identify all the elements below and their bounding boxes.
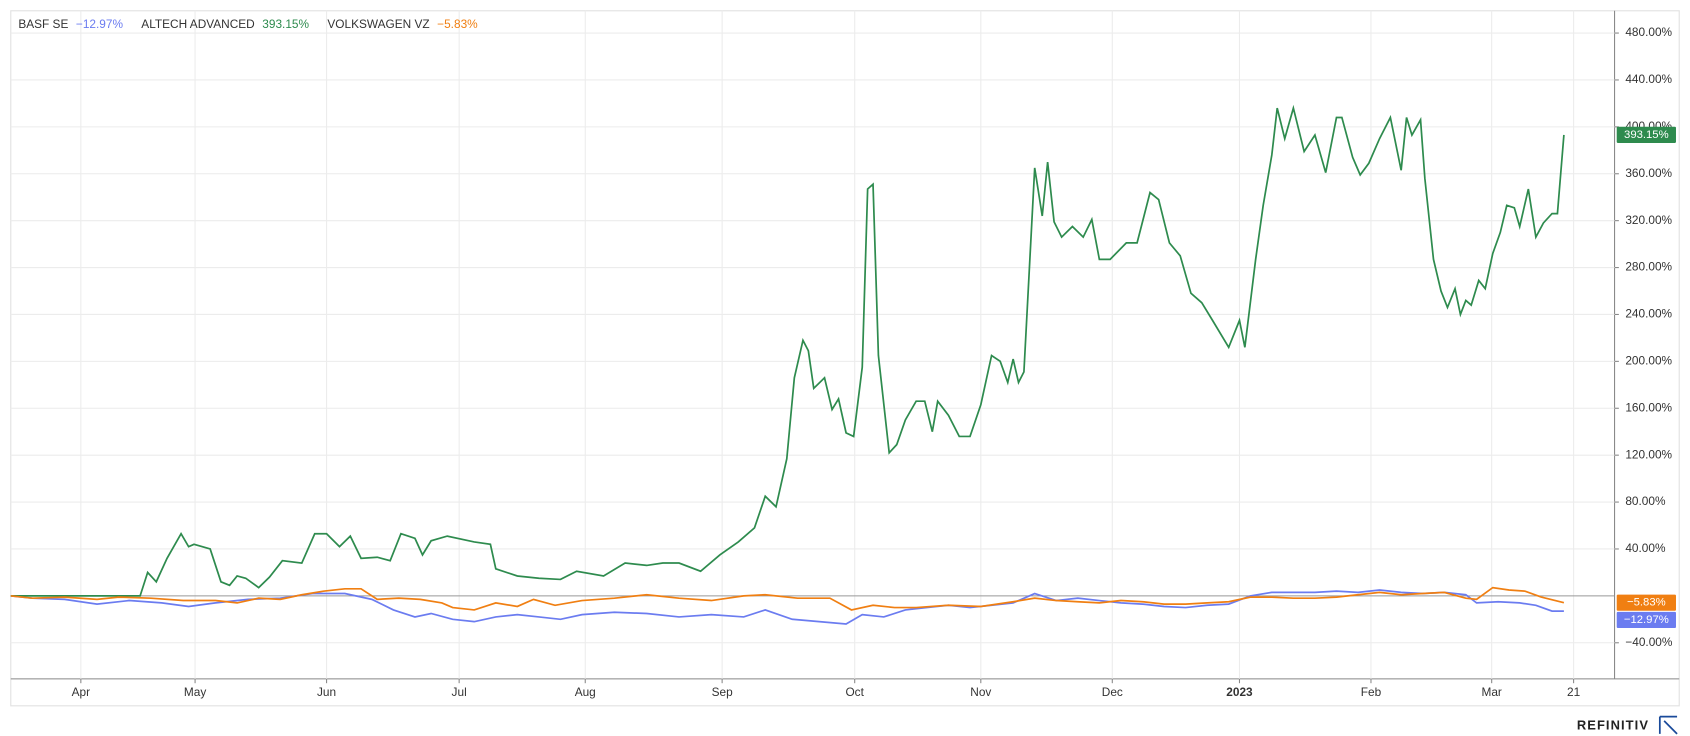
- x-tick-label: Dec: [1102, 685, 1123, 699]
- x-tick-label: 21: [1567, 685, 1581, 699]
- y-tick-label: −40.00%: [1625, 635, 1673, 649]
- y-tick-label: 320.00%: [1625, 213, 1672, 227]
- series-line: [10, 586, 1565, 611]
- x-tick-label: Jun: [317, 685, 336, 699]
- y-tick-label: 240.00%: [1625, 307, 1672, 321]
- x-tick-label: Apr: [72, 685, 90, 699]
- end-badge: [1616, 611, 1676, 629]
- y-tick-label: 480.00%: [1625, 25, 1672, 39]
- x-tick-label: Feb: [1361, 685, 1382, 699]
- footer-brand: REFINITIV: [1577, 718, 1649, 733]
- legend-value: −5.83%: [437, 17, 478, 31]
- legend-value: −12.97%: [76, 17, 124, 31]
- x-tick-label: May: [184, 685, 206, 699]
- end-badge-label: −5.83%: [1627, 597, 1666, 609]
- y-tick-label: 360.00%: [1625, 166, 1672, 180]
- y-tick-label: 280.00%: [1625, 260, 1672, 274]
- chart-frame: [10, 10, 1680, 707]
- x-tick-label: Mar: [1481, 685, 1501, 699]
- end-badge: [1616, 126, 1676, 143]
- x-tick-label: Sep: [712, 685, 733, 699]
- x-tick-label: 2023: [1226, 685, 1253, 699]
- series-line: [10, 104, 1565, 597]
- y-tick-label: 80.00%: [1625, 494, 1666, 508]
- y-tick-label: 120.00%: [1625, 447, 1672, 461]
- y-tick-label: 440.00%: [1625, 72, 1672, 86]
- y-tick-label: 40.00%: [1625, 541, 1666, 555]
- end-badge: [1616, 594, 1676, 611]
- legend-name: ALTECH ADVANCED: [141, 17, 254, 31]
- x-tick-label: Nov: [970, 685, 991, 699]
- x-tick-label: Oct: [845, 685, 864, 699]
- x-tick-label: Jul: [452, 685, 467, 699]
- end-badge-label: 393.15%: [1624, 129, 1669, 141]
- legend-name: VOLKSWAGEN VZ: [327, 17, 429, 31]
- brand-icon: [1658, 715, 1678, 735]
- series-line: [10, 589, 1564, 625]
- y-tick-label: 200.00%: [1625, 353, 1672, 367]
- y-tick-label: 160.00%: [1625, 400, 1672, 414]
- x-tick-label: Aug: [575, 685, 596, 699]
- end-badge-label: −12.97%: [1624, 614, 1669, 626]
- legend-name: BASF SE: [18, 17, 68, 31]
- grid: [10, 10, 1615, 679]
- legend-value: 393.15%: [262, 17, 309, 31]
